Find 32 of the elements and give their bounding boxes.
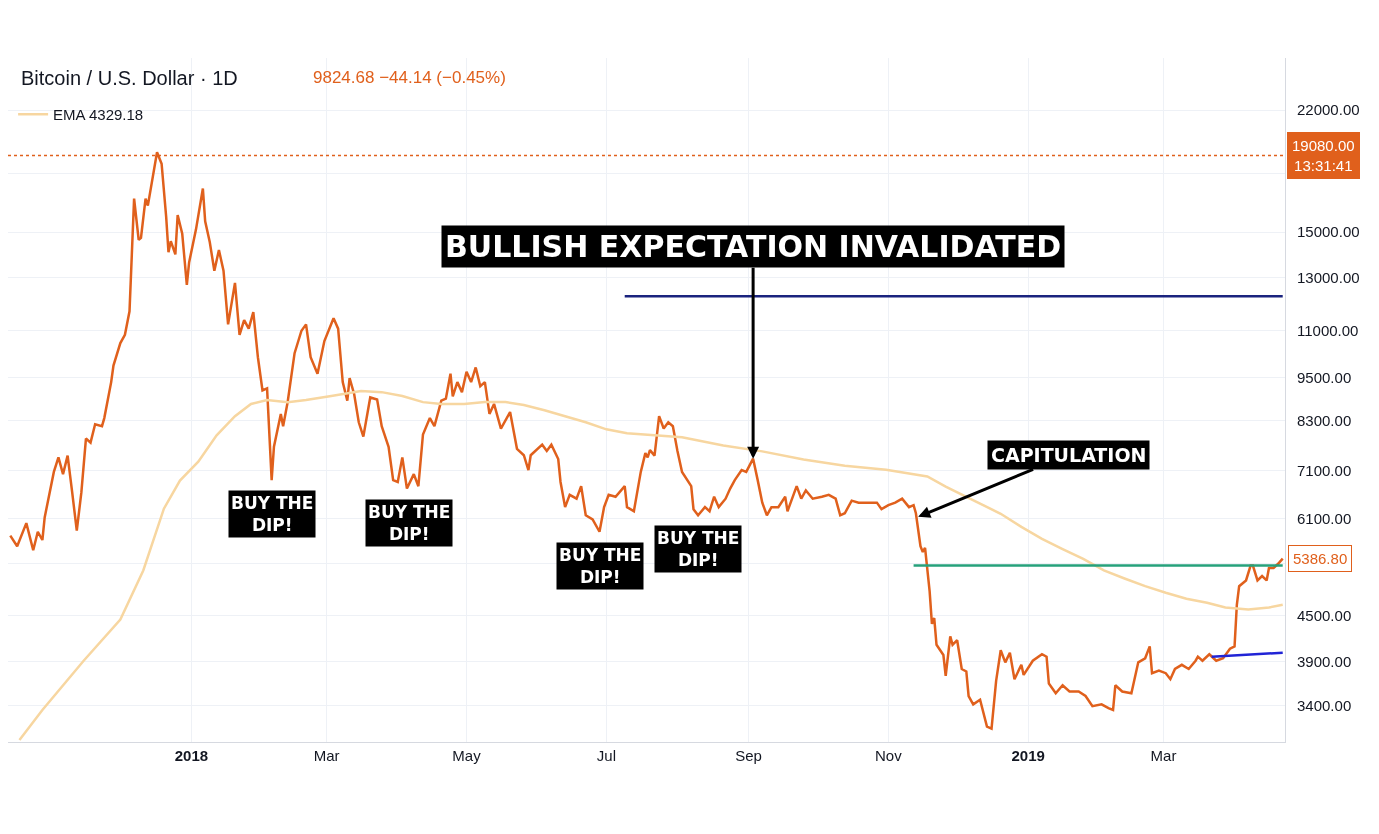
annotation: BUY THE DIP!	[368, 502, 451, 545]
y-tick-label: 3400.00	[1297, 696, 1352, 714]
x-tick-label: Mar	[313, 747, 340, 764]
y-tick-label: 7100.00	[1297, 461, 1352, 479]
y-tick-label: 4500.00	[1297, 607, 1352, 625]
text: 9824.68 −44.14 (−0.45%)	[313, 68, 506, 87]
x-tick-label: May	[452, 747, 482, 764]
legend-label: EMA 4329.18	[53, 106, 144, 124]
y-tick-label: 6100.00	[1297, 510, 1352, 528]
annotation: BUY THE DIP!	[231, 493, 314, 536]
annotation: 5386.80	[1293, 550, 1348, 567]
chart-title: Bitcoin / U.S. Dollar · 1D	[21, 67, 238, 89]
x-tick-label: Nov	[875, 747, 903, 764]
y-tick-label: 13000.00	[1297, 268, 1360, 286]
annotation: CAPITULATION	[991, 444, 1147, 466]
y-tick-label: 15000.00	[1297, 223, 1360, 241]
annotation: BUY THE DIP!	[559, 545, 642, 588]
y-tick-label: 11000.00	[1297, 322, 1359, 340]
annotation: BULLISH EXPECTATION INVALIDATED	[445, 229, 1062, 264]
y-tick-label: 3900.00	[1297, 652, 1352, 670]
x-tick-label: 2018	[174, 747, 209, 764]
line-series	[9, 151, 1284, 730]
x-tick-label: 2019	[1011, 747, 1045, 764]
x-tick-label: Jul	[596, 747, 616, 764]
line-series	[18, 389, 1284, 742]
ref-line-label: 19080.00 13:31:41	[1292, 137, 1355, 174]
y-tick-label: 22000.00	[1297, 101, 1360, 119]
x-tick-label: Sep	[735, 747, 762, 764]
y-tick-label: 9500.00	[1297, 368, 1352, 386]
annotation: BUY THE DIP!	[657, 528, 740, 571]
y-tick-label: 8300.00	[1297, 412, 1352, 430]
x-tick-label: Mar	[1150, 747, 1177, 764]
